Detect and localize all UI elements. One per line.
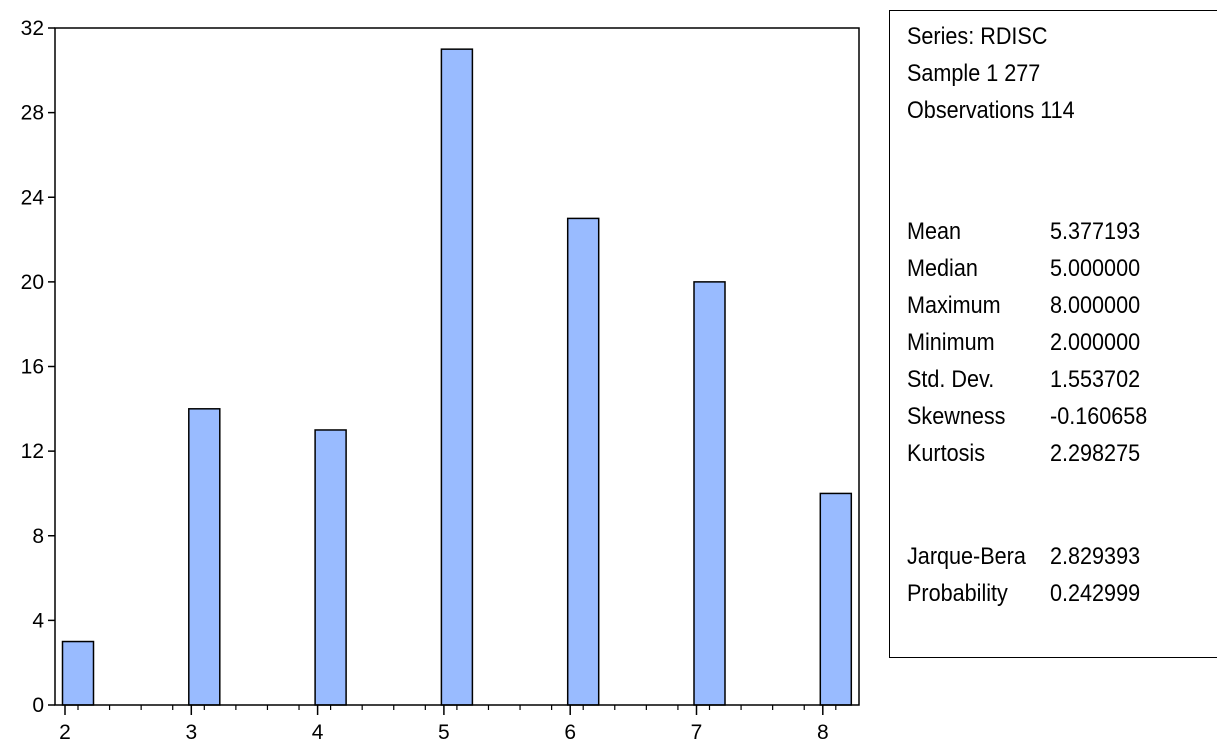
y-tick-label: 20 (21, 271, 44, 294)
stat-value: 0.242999 (1050, 580, 1141, 607)
bar-6 (566, 217, 600, 706)
stat-label: Jarque-Bera (907, 543, 1026, 570)
stat-label: Std. Dev. (907, 366, 995, 393)
stat-value: 2.298275 (1050, 440, 1141, 467)
y-tick-label: 28 (21, 102, 44, 125)
stat-label: Probability (907, 580, 1008, 607)
stat-value: -0.160658 (1050, 403, 1148, 430)
y-tick-label: 24 (21, 186, 45, 209)
statistics-panel: Series: RDISC Sample 1 277 Observations … (889, 10, 1217, 658)
x-axis: 2 3 4 5 6 7 8 (59, 705, 837, 744)
x-tick-label: 5 (438, 721, 450, 744)
bar-4 (314, 429, 347, 706)
stat-row-maximum: Maximum 8.000000 (907, 292, 1217, 322)
y-tick-label: 4 (32, 609, 44, 632)
sample-range: Sample 1 277 (907, 60, 1041, 87)
x-tick-label: 7 (691, 721, 703, 744)
stat-label: Minimum (907, 329, 995, 356)
x-tick-label: 2 (59, 721, 71, 744)
y-tick-label: 12 (21, 440, 44, 463)
stat-row-median: Median 5.000000 (907, 255, 1217, 285)
y-tick-label: 8 (32, 525, 44, 548)
stat-row-probability: Probability 0.242999 (907, 580, 1217, 610)
series-name: Series: RDISC (907, 23, 1048, 50)
observations-count: Observations 114 (907, 97, 1075, 124)
bar-8 (819, 492, 853, 706)
stat-label: Median (907, 255, 978, 282)
y-tick-label: 32 (21, 17, 44, 40)
stat-label: Mean (907, 218, 962, 245)
bar-2 (61, 640, 95, 706)
stat-label: Maximum (907, 292, 1001, 319)
stat-row-jarque-bera: Jarque-Bera 2.829393 (907, 543, 1217, 573)
y-axis: 0 4 8 12 16 20 24 28 32 (21, 17, 55, 717)
stat-label: Kurtosis (907, 440, 986, 467)
stat-row-kurtosis: Kurtosis 2.298275 (907, 440, 1217, 470)
x-tick-label: 6 (564, 721, 576, 744)
stat-value: 2.829393 (1050, 543, 1141, 570)
x-tick-label: 3 (185, 721, 197, 744)
bar-5 (440, 48, 474, 706)
stat-row-std-dev: Std. Dev. 1.553702 (907, 366, 1217, 396)
y-tick-label: 0 (32, 694, 44, 717)
stat-row-mean: Mean 5.377193 (907, 218, 1217, 248)
stat-value: 1.553702 (1050, 366, 1141, 393)
x-tick-label: 8 (817, 721, 829, 744)
y-tick-label: 16 (21, 356, 44, 379)
stat-value: 5.000000 (1050, 255, 1141, 282)
stat-label: Skewness (907, 403, 1006, 430)
histogram-chart: 0 4 8 12 16 20 24 28 32 2 3 4 5 6 7 8 (21, 17, 860, 744)
bars-group (61, 48, 853, 706)
stat-value: 8.000000 (1050, 292, 1141, 319)
stat-row-minimum: Minimum 2.000000 (907, 329, 1217, 359)
bar-7 (693, 281, 726, 706)
stat-value: 2.000000 (1050, 329, 1141, 356)
bar-3 (188, 408, 221, 706)
stat-value: 5.377193 (1050, 218, 1141, 245)
stat-row-skewness: Skewness -0.160658 (907, 403, 1217, 433)
x-tick-label: 4 (312, 721, 324, 744)
